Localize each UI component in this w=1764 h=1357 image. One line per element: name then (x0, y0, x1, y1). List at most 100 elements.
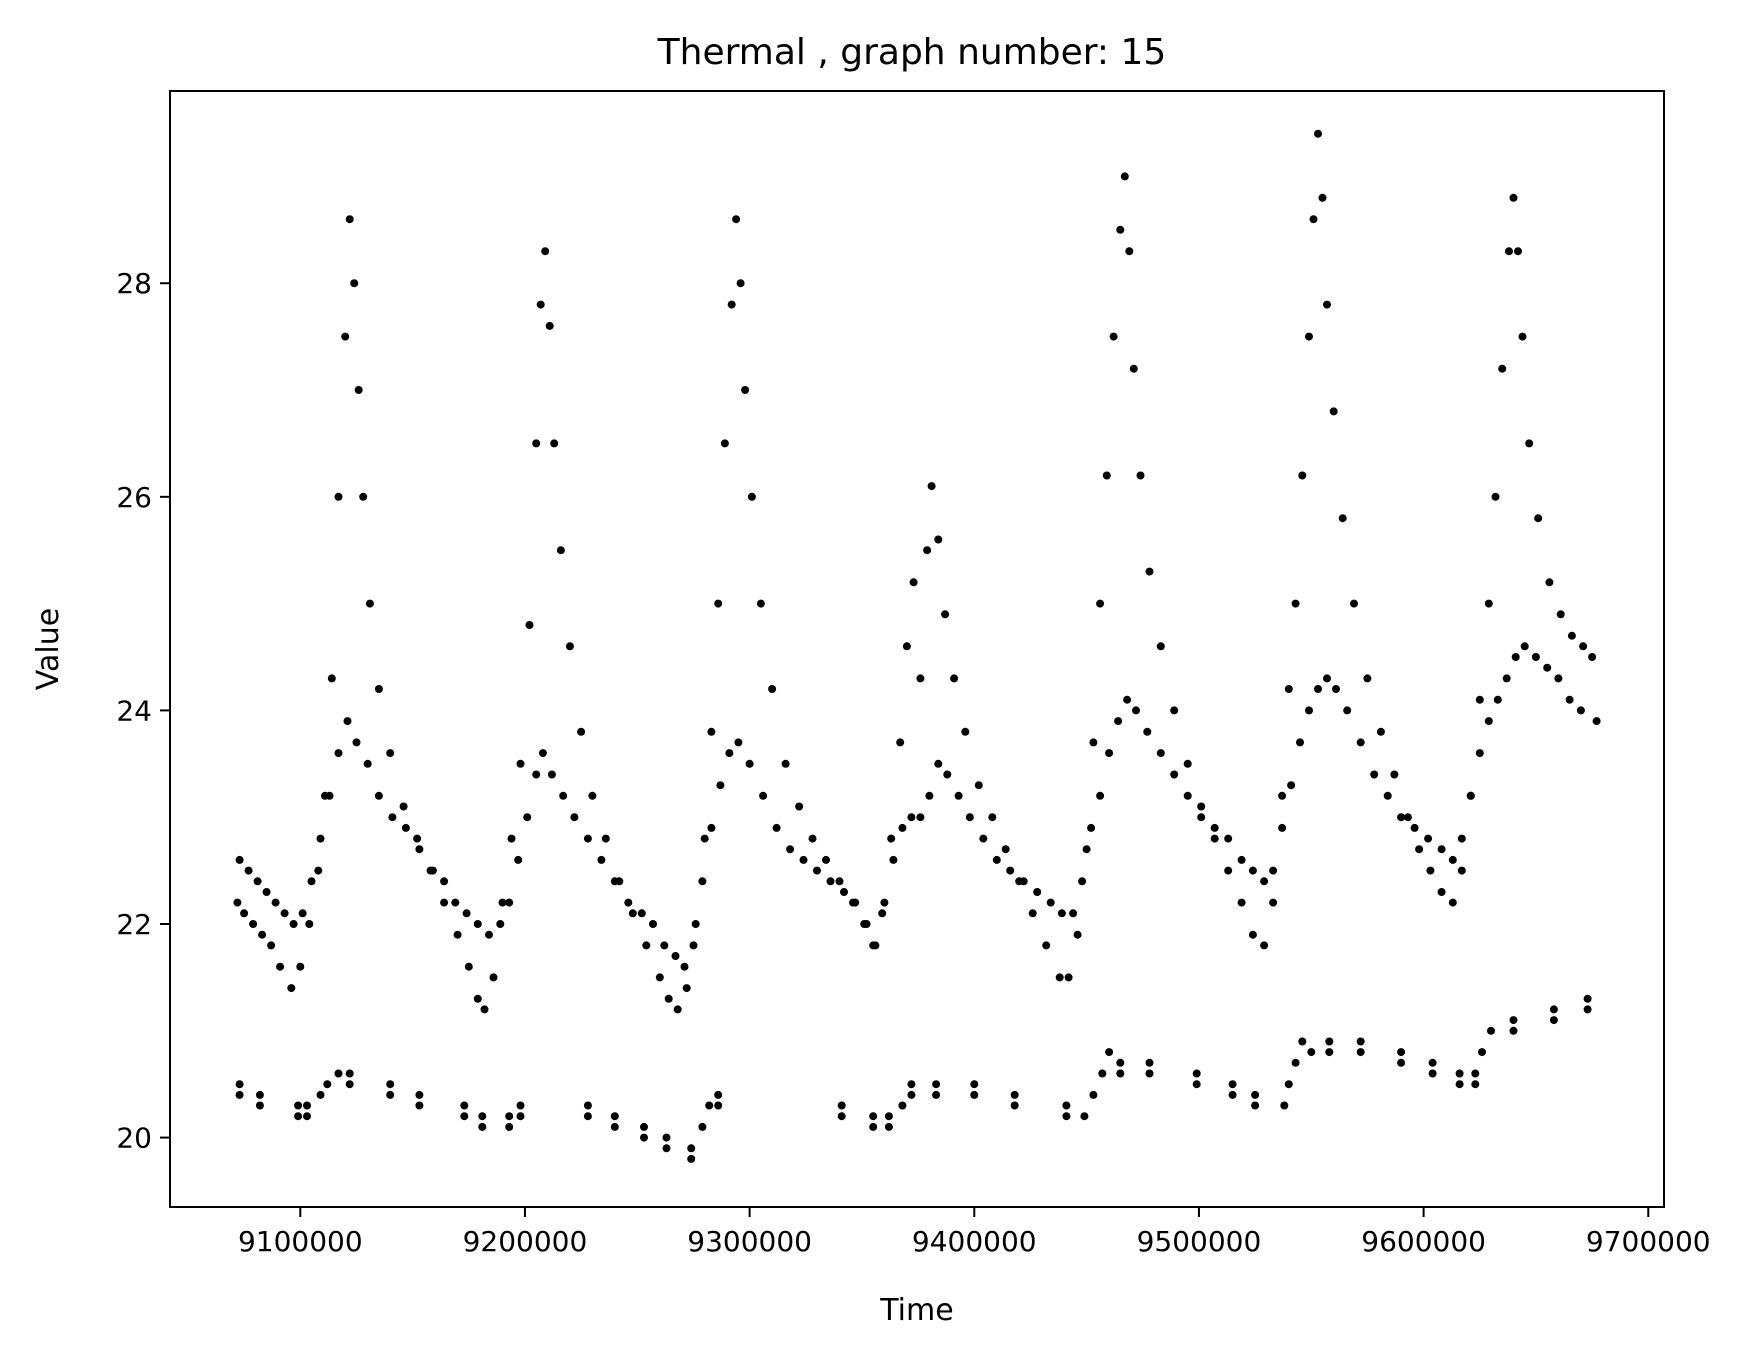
data-point (545, 321, 554, 330)
data-point (1251, 1101, 1260, 1110)
data-point (1096, 599, 1105, 608)
data-point (732, 215, 741, 224)
data-point (1105, 1048, 1114, 1057)
data-point (736, 279, 745, 288)
data-point (1080, 1112, 1089, 1121)
data-point (296, 962, 305, 971)
data-point (1487, 1026, 1495, 1035)
data-point (837, 1112, 846, 1121)
data-point (610, 1112, 619, 1121)
data-point (687, 1144, 696, 1153)
data-point (1305, 332, 1313, 341)
x-tick-label: 9300000 (687, 1225, 812, 1258)
data-point (1475, 749, 1484, 758)
data-point (1588, 653, 1597, 661)
data-point (835, 877, 844, 886)
data-point (1170, 770, 1179, 779)
data-point (1455, 1069, 1464, 1078)
data-point (1549, 1016, 1558, 1025)
chart-title: Thermal , graph number: 15 (657, 32, 1167, 73)
data-point (255, 1101, 264, 1110)
data-point (1403, 813, 1412, 822)
data-point (772, 823, 781, 832)
data-point (1280, 1101, 1289, 1110)
data-point (1509, 1026, 1518, 1035)
data-point (1592, 717, 1601, 726)
data-point (316, 834, 325, 843)
data-point (505, 898, 514, 907)
data-point (1475, 695, 1484, 704)
data-point (884, 1112, 893, 1121)
data-point (464, 962, 473, 971)
data-point (289, 920, 298, 928)
data-point (1363, 674, 1372, 683)
data-point (1509, 1016, 1518, 1025)
data-point (1426, 866, 1435, 875)
data-point (1132, 706, 1140, 715)
data-point (258, 930, 267, 939)
data-point (1089, 1090, 1098, 1099)
data-point (869, 1122, 878, 1131)
data-point (413, 834, 422, 843)
x-axis: 9100000 9200000 9300000 9400000 9500000 96000… (238, 1207, 1711, 1258)
data-point (1509, 193, 1518, 202)
data-point (460, 1101, 469, 1110)
data-point (1410, 823, 1419, 832)
data-point (1318, 193, 1327, 202)
data-point (1549, 1005, 1558, 1014)
data-point (280, 909, 289, 918)
data-point (565, 642, 574, 651)
data-point (1307, 1048, 1316, 1057)
data-point (478, 1122, 487, 1131)
data-point (1028, 909, 1037, 918)
data-point (909, 578, 918, 587)
data-point (889, 855, 898, 864)
data-point (813, 866, 821, 875)
data-point (597, 855, 606, 864)
data-point (649, 920, 657, 928)
data-point (1033, 888, 1042, 896)
data-point (907, 1090, 916, 1099)
data-point (1428, 1058, 1437, 1067)
data-point (1129, 364, 1138, 373)
data-point (610, 1122, 619, 1131)
data-point (601, 834, 610, 843)
data-point (640, 1122, 648, 1131)
data-point (1511, 653, 1520, 661)
data-point (505, 1112, 514, 1121)
data-point (1136, 471, 1145, 480)
data-point (640, 1133, 648, 1142)
data-point (1383, 791, 1392, 800)
data-point (1390, 770, 1399, 779)
data-point (345, 1069, 354, 1078)
data-point (1448, 855, 1457, 864)
data-point (1145, 1058, 1154, 1067)
data-point (532, 770, 541, 779)
data-point (1505, 247, 1513, 256)
data-point (1145, 567, 1154, 576)
data-point (970, 1090, 979, 1099)
data-point (516, 1101, 525, 1110)
data-point (428, 866, 437, 875)
data-point (541, 247, 550, 256)
data-point (878, 909, 887, 918)
x-tick-label: 9600000 (1361, 1225, 1486, 1258)
data-point (954, 791, 963, 800)
data-point (1102, 471, 1111, 480)
data-point (1576, 706, 1585, 715)
data-point (826, 877, 835, 886)
data-point (523, 813, 532, 822)
data-point (698, 1122, 707, 1131)
data-point (992, 855, 1001, 864)
data-point (1437, 845, 1446, 854)
data-point (727, 300, 736, 309)
data-point (1314, 129, 1322, 138)
data-point (1309, 215, 1318, 224)
data-point (916, 674, 925, 683)
data-point (1471, 1069, 1480, 1078)
data-point (698, 877, 707, 886)
data-point (240, 909, 249, 918)
data-point (386, 749, 395, 758)
data-point (1325, 1037, 1334, 1046)
data-point (1145, 1069, 1154, 1078)
